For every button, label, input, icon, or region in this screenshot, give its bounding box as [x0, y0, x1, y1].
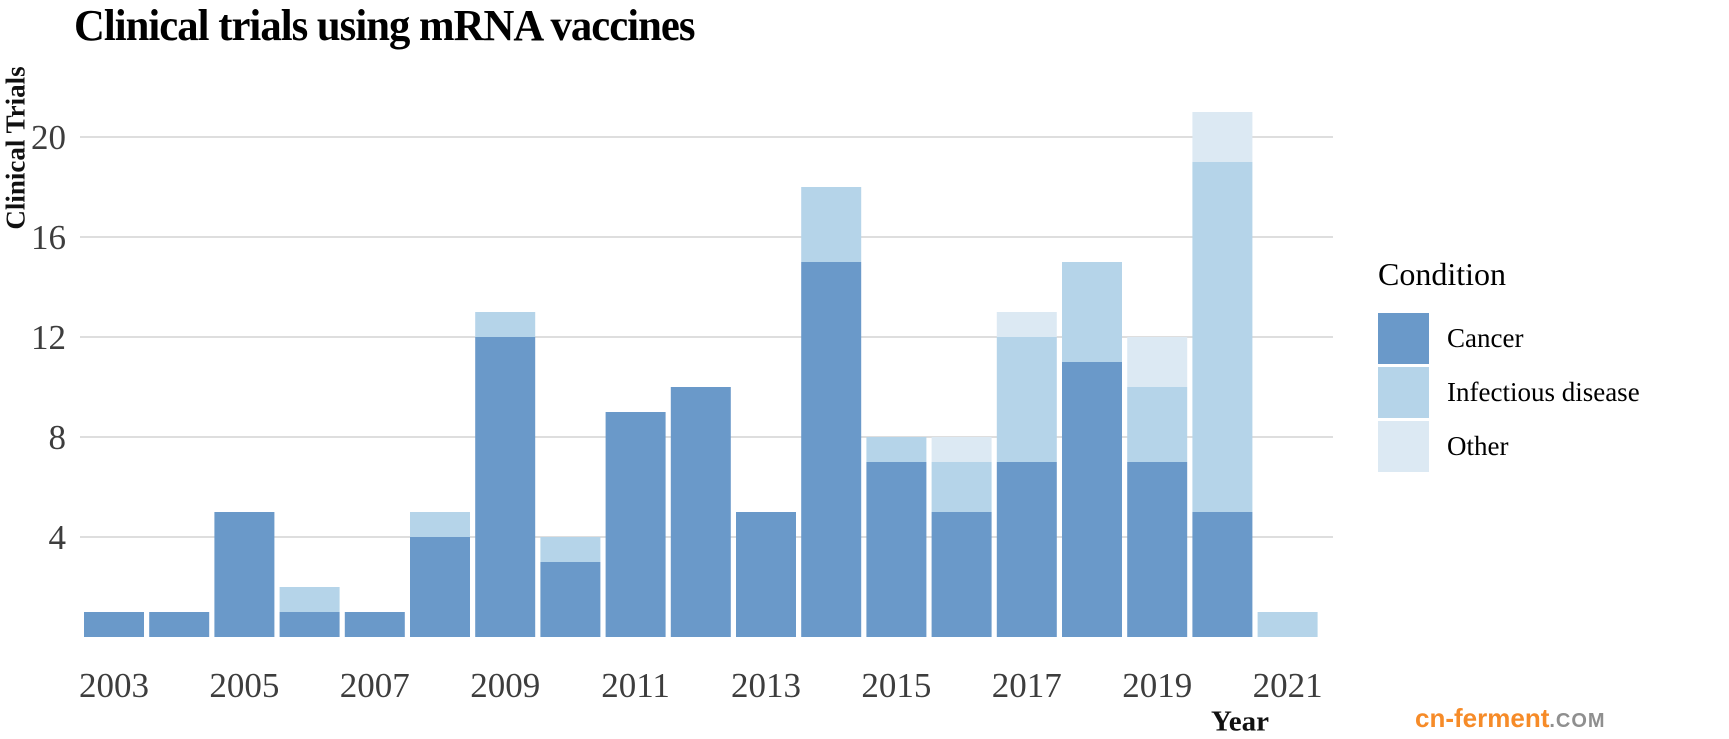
legend-label-infectious-disease: Infectious disease [1447, 377, 1640, 407]
y-tick-label-12: 12 [31, 318, 66, 357]
bar-segment-2014-cancer [801, 262, 862, 637]
y-tick-label-20: 20 [31, 118, 66, 157]
bar-segment-2008-infectious-disease [410, 512, 470, 537]
bar-segment-2021-infectious-disease [1257, 612, 1318, 637]
bar-segment-2006-infectious-disease [279, 587, 340, 612]
bar-segment-2017-other [996, 312, 1057, 337]
bar-segment-2017-cancer [996, 462, 1057, 637]
y-tick-label-4: 4 [49, 518, 67, 557]
bar-segment-2013-cancer [736, 512, 796, 637]
x-tick-label-2021: 2021 [1253, 666, 1323, 705]
legend: Condition Cancer Infectious disease Othe… [1378, 256, 1708, 475]
bar-segment-2020-infectious-disease [1192, 162, 1253, 512]
chart-title: Clinical trials using mRNA vaccines [74, 1, 695, 50]
y-tick-label-16: 16 [31, 218, 66, 257]
bar-segment-2003-cancer [84, 612, 144, 637]
bar-segment-2016-cancer [931, 512, 992, 637]
legend-label-cancer: Cancer [1447, 323, 1524, 353]
bar-segment-2020-other [1192, 112, 1253, 162]
legend-swatch-cancer [1378, 313, 1429, 364]
bar-segment-2005-cancer [214, 512, 275, 637]
bar-segment-2016-infectious-disease [931, 462, 992, 512]
bar-segment-2006-cancer [279, 612, 340, 637]
bar-segment-2009-infectious-disease [475, 312, 536, 337]
bar-segment-2014-infectious-disease [801, 187, 862, 262]
bar-segment-2004-cancer [149, 612, 210, 637]
bar-segment-2008-cancer [410, 537, 470, 637]
x-tick-label-2009: 2009 [470, 666, 540, 705]
legend-label-other: Other [1447, 431, 1509, 461]
bar-segment-2018-cancer [1062, 362, 1122, 637]
bar-segment-2012-cancer [670, 387, 731, 637]
bar-segment-2010-cancer [540, 562, 601, 637]
bar-segment-2010-infectious-disease [540, 537, 601, 562]
x-tick-label-2015: 2015 [861, 666, 931, 705]
bar-segment-2015-infectious-disease [866, 437, 927, 462]
bar-segment-2019-infectious-disease [1127, 387, 1188, 462]
x-axis-title: Year [1211, 705, 1269, 738]
x-tick-label-2013: 2013 [731, 666, 801, 705]
bar-segment-2016-other [931, 437, 992, 462]
bar-segment-2017-infectious-disease [996, 337, 1057, 462]
bar-segment-2015-cancer [866, 462, 927, 637]
legend-swatch-other [1378, 421, 1429, 472]
legend-swatch-infectious-disease [1378, 367, 1429, 418]
watermark: cn-ferment.COM [1415, 703, 1606, 734]
legend-item-cancer: Cancer [1378, 313, 1708, 364]
legend-item-other: Other [1378, 421, 1708, 472]
bar-segment-2018-infectious-disease [1062, 262, 1122, 362]
bar-segment-2020-cancer [1192, 512, 1253, 637]
x-tick-label-2019: 2019 [1122, 666, 1192, 705]
bar-segment-2019-other [1127, 337, 1188, 387]
watermark-suffix: .COM [1549, 710, 1606, 732]
x-tick-label-2011: 2011 [601, 666, 670, 705]
y-tick-label-8: 8 [49, 418, 67, 457]
legend-title: Condition [1378, 256, 1507, 292]
bar-segment-2009-cancer [475, 337, 536, 637]
x-tick-label-2005: 2005 [209, 666, 279, 705]
bar-segment-2019-cancer [1127, 462, 1188, 637]
legend-item-infectious-disease: Infectious disease [1378, 367, 1708, 418]
bar-segment-2011-cancer [605, 412, 666, 637]
bar-segment-2007-cancer [344, 612, 405, 637]
x-tick-label-2003: 2003 [79, 666, 149, 705]
x-tick-label-2007: 2007 [340, 666, 410, 705]
watermark-brand: cn-ferment [1415, 703, 1550, 733]
x-tick-label-2017: 2017 [992, 666, 1062, 705]
